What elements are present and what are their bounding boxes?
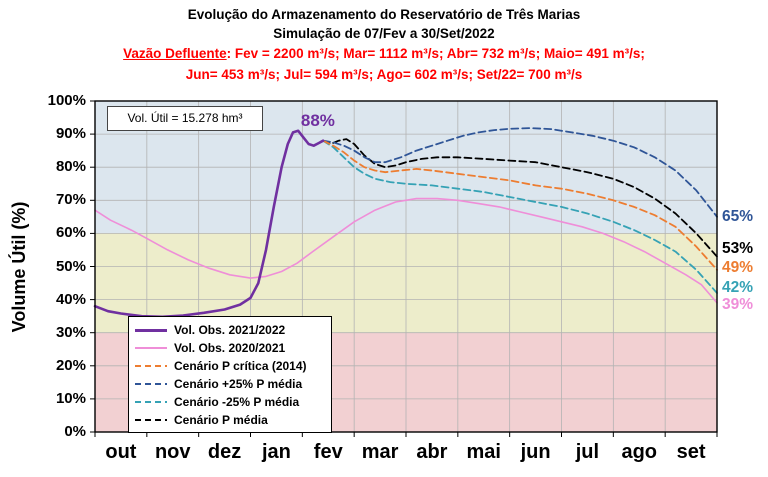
series-line-cenario-p-critica: [322, 139, 718, 271]
x-tick-label-dez: dez: [207, 441, 242, 463]
series-line-cenario-mais25-p-media: [322, 127, 718, 218]
page-subtitle: Simulação de 07/Fev a 30/Set/2022: [273, 26, 495, 41]
outflow-values-1: : Fev = 2200 m³/s; Mar= 1112 m³/s; Abr= …: [226, 46, 645, 61]
end-value-label-cenario-menos25-p-media: 42%: [722, 278, 754, 296]
series-line-obs-2020-2021: [94, 197, 718, 304]
x-tick-label-ago: ago: [621, 441, 658, 463]
x-tick-label-out: out: [105, 441, 137, 463]
series-line-cenario-menos25-p-media: [322, 139, 718, 294]
page-title: Evolução do Armazenamento do Reservatóri…: [187, 7, 581, 22]
outflow-label: Vazão Defluente: [123, 46, 227, 61]
chart-header: Evolução do Armazenamento do Reservatóri…: [0, 5, 768, 85]
y-tick-label-90: 90%: [55, 125, 86, 143]
plot-border: [94, 100, 718, 433]
y-tick-label-0: 0%: [64, 423, 86, 440]
x-tick-label-set: set: [676, 441, 706, 463]
chart-canvas: [90, 100, 718, 437]
y-tick-label-100: 100%: [47, 92, 86, 109]
end-value-label-cenario-p-critica: 49%: [722, 258, 754, 276]
y-tick-label-60: 60%: [55, 224, 86, 242]
y-tick-label-10: 10%: [55, 389, 86, 407]
y-tick-label-20: 20%: [55, 356, 86, 374]
y-tick-label-80: 80%: [55, 158, 86, 176]
y-tick-label-50: 50%: [55, 257, 86, 275]
y-tick-label-40: 40%: [55, 290, 86, 308]
y-tick-label-70: 70%: [55, 191, 86, 209]
x-tick-label-jul: jul: [575, 441, 600, 463]
end-value-label-cenario-p-media: 53%: [722, 239, 754, 257]
x-tick-label-jan: jan: [261, 441, 291, 463]
x-tick-label-jun: jun: [520, 441, 551, 463]
x-tick-label-fev: fev: [313, 441, 343, 463]
x-tick-label-abr: abr: [416, 441, 448, 463]
y-tick-label-30: 30%: [55, 323, 86, 341]
end-value-label-obs-2020-2021: 39%: [722, 295, 754, 313]
x-tick-label-mar: mar: [361, 441, 399, 463]
outflow-info-line2: Jun= 453 m³/s; Jul= 594 m³/s; Ago= 602 m…: [185, 67, 583, 82]
x-tick-label-nov: nov: [154, 441, 191, 463]
x-tick-label-mai: mai: [466, 441, 501, 463]
end-value-label-cenario-mais25-p-media: 65%: [722, 207, 754, 225]
series-line-cenario-p-media: [322, 138, 718, 258]
outflow-info-line1: Vazão Defluente: Fev = 2200 m³/s; Mar= 1…: [0, 43, 768, 64]
